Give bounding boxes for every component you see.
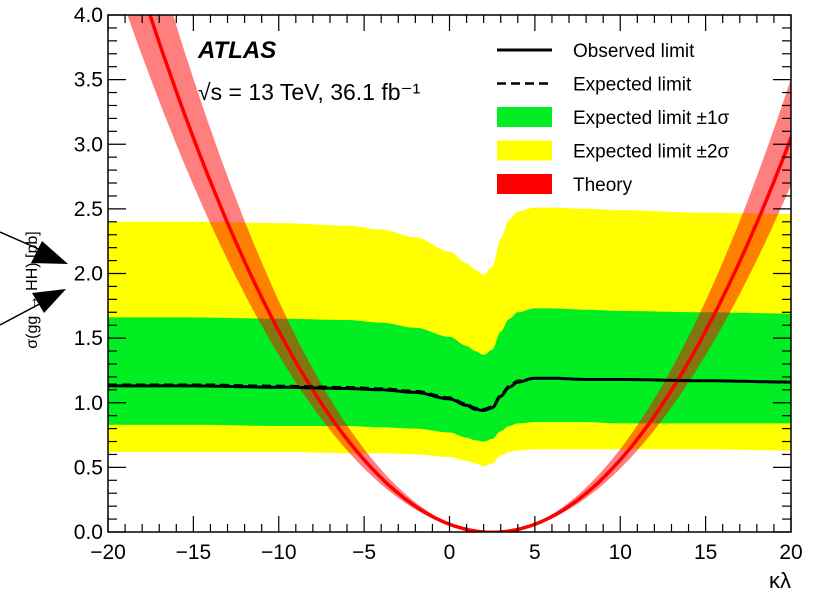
x-tick-label: 15 — [694, 541, 717, 564]
y-tick-label: 3.5 — [74, 69, 103, 92]
limit-lines — [108, 376, 791, 413]
x-tick-label: 5 — [529, 541, 541, 564]
y-tick-label: 3.0 — [74, 133, 103, 156]
y-tick-label: 1.5 — [74, 327, 103, 350]
x-tick-label: −20 — [90, 541, 126, 564]
x-tick-label: −10 — [261, 541, 297, 564]
observed-limit-line — [108, 376, 791, 413]
energy-lumi-label: √s = 13 TeV, 36.1 fb⁻¹ — [198, 79, 421, 105]
y-tick-label: 1.0 — [74, 392, 103, 415]
legend-swatch-box — [497, 140, 552, 161]
x-tick-label: 10 — [609, 541, 632, 564]
legend-entry: Expected limit — [497, 75, 692, 96]
y-tick-label: 0.0 — [74, 521, 103, 544]
legend-label: Expected limit ±2σ — [573, 142, 730, 163]
legend-label: Theory — [573, 175, 633, 196]
y-tick-label: 4.0 — [74, 4, 103, 27]
x-tick-label: −15 — [176, 541, 212, 564]
y-tick-label: 0.5 — [74, 456, 103, 479]
x-tick-label: 20 — [779, 541, 802, 564]
y-tick-label: 2.0 — [74, 263, 103, 286]
legend-swatch-box — [497, 107, 552, 127]
y-tick-label: 2.5 — [74, 198, 103, 221]
legend-entry: Observed limit — [497, 41, 695, 62]
arrow-lower — [0, 289, 66, 326]
tick-labels: −20 −15 −10 −5 0 5 10 15 20 0.0 0.5 1.0 1.5 2.0 2.5 3.0… — [74, 4, 803, 564]
legend-entry: Theory — [497, 174, 633, 196]
legend-entry: Expected limit ±1σ — [497, 107, 730, 129]
legend-swatch-box — [497, 174, 552, 194]
x-axis-title: κλ — [769, 568, 791, 593]
annotation-arrows — [0, 231, 68, 326]
experiment-label: ATLAS — [197, 37, 276, 64]
theory-band — [127, 15, 791, 532]
x-tick-label: 0 — [444, 541, 456, 564]
legend-label: Observed limit — [573, 41, 695, 62]
arrow-upper — [0, 231, 68, 264]
legend: Observed limit Expected limit Expected lim… — [497, 41, 730, 196]
axis-ticks — [107, 14, 792, 533]
legend-label: Expected limit — [573, 75, 692, 96]
legend-label: Expected limit ±1σ — [573, 108, 730, 129]
legend-entry: Expected limit ±2σ — [497, 140, 730, 163]
x-axis-title-text: κλ — [769, 568, 791, 593]
x-tick-label: −5 — [352, 541, 376, 564]
